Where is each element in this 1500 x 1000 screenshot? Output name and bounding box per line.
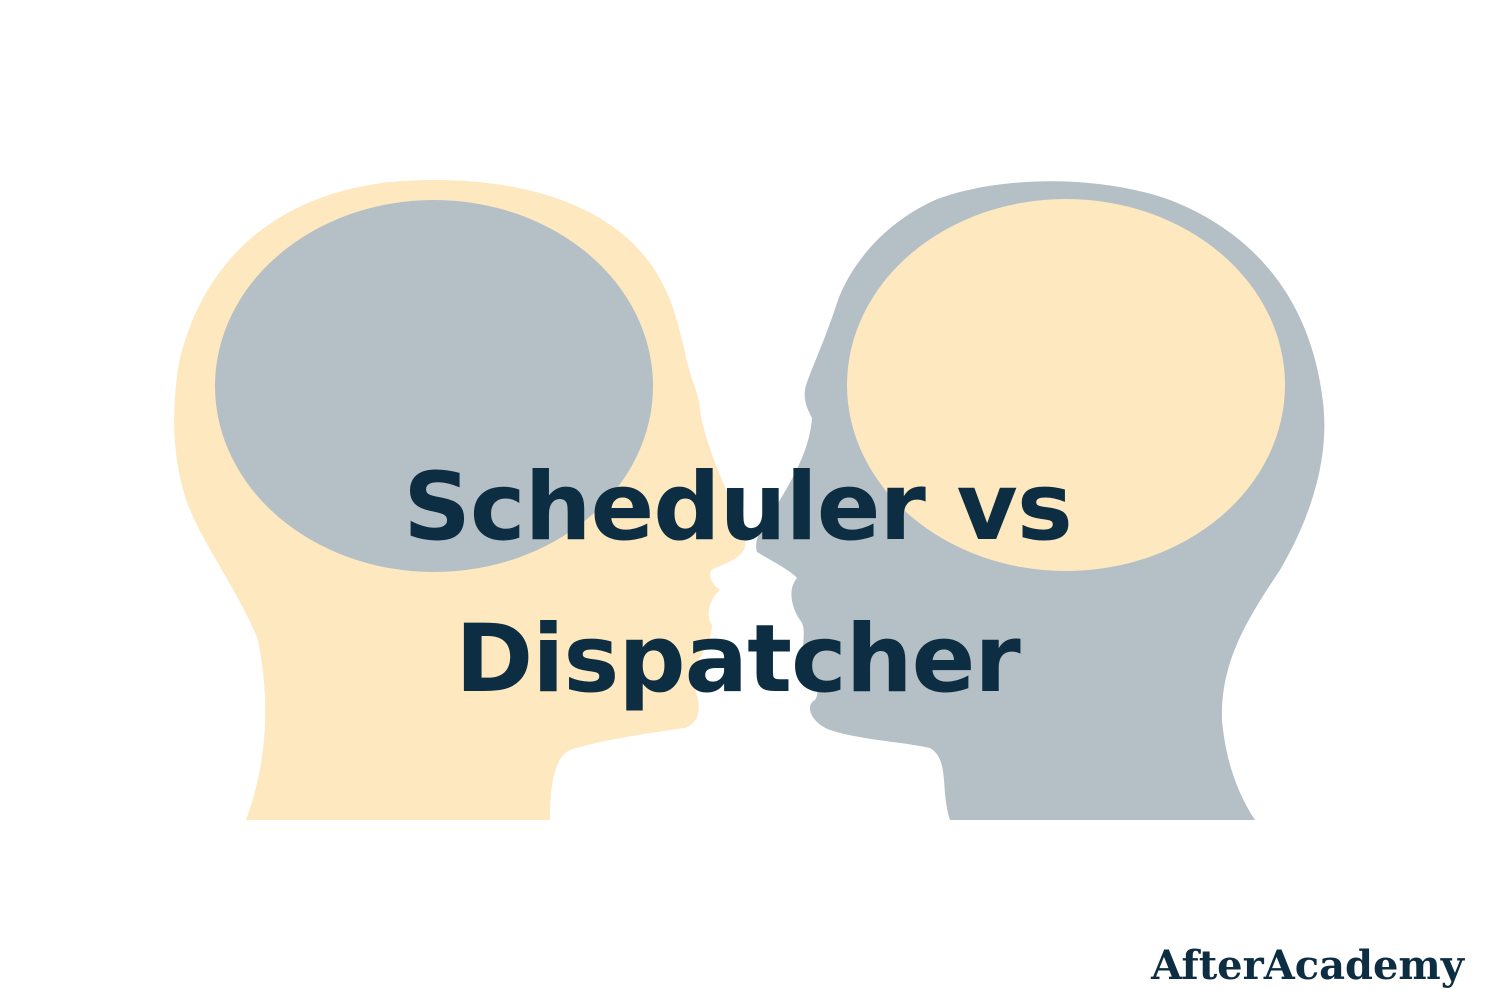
- left-head-inner-ellipse: [215, 200, 653, 572]
- page-title: Scheduler vs Dispatcher: [0, 432, 1475, 736]
- right-head-inner-ellipse: [847, 199, 1285, 571]
- brand-logo-text: AfterAcademy: [1151, 942, 1464, 989]
- title-line-1: Scheduler vs: [403, 453, 1073, 562]
- title-line-2: Dispatcher: [455, 605, 1021, 714]
